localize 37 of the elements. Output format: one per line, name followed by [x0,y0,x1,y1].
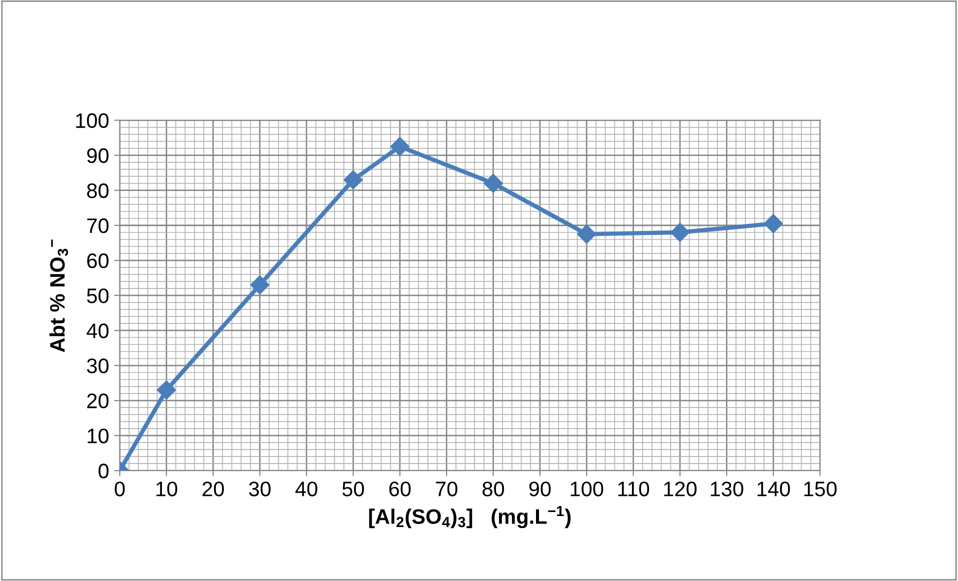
point [250,275,270,294]
y-tick-label: 50 [86,288,109,304]
x-tick-label: 150 [804,482,837,496]
point [156,380,176,400]
x-tick-label: 130 [710,482,744,496]
x-tick-label: 0 [114,482,125,496]
x-tick-label: 110 [618,482,650,496]
y-tick-label: 70 [87,218,109,234]
x-tick-label: 140 [758,482,790,496]
y-tick-label: 40 [86,323,109,338]
y-tick-label: 10 [88,428,109,444]
y-tick-label: 0 [98,464,109,478]
y-tick-label: 100 [76,113,109,128]
x-tick-label: 90 [529,482,551,496]
point [670,222,690,242]
point [344,170,363,190]
x-tick-label: 10 [156,482,178,496]
point [577,224,596,244]
text: [Al$_{2}$(SO$_{4}$)$_{3}$] (mg.L$^{−1}$) [369,506,571,528]
x-tick-label: 50 [342,482,364,496]
x-tick-label: 120 [664,482,697,496]
x-tick-label: 30 [249,482,271,496]
x-tick-label: 60 [389,482,411,496]
y-tick-label: 90 [87,148,109,164]
y-tick-label: 80 [87,183,109,198]
x-tick-label: 80 [482,482,504,496]
y-tick-label: 60 [87,253,109,268]
x-tick-label: 20 [202,482,224,496]
x-tick-label: 40 [295,482,318,496]
y-axis-title: Abt % NO$_{3}$$^{−}$ [49,240,68,352]
y-tick-label: 30 [86,358,109,374]
point [764,214,783,234]
x-tick-label: 70 [436,482,458,496]
point [484,174,503,193]
point [390,137,410,156]
y-tick-label: 20 [87,394,109,408]
x-tick-label: 100 [570,482,604,496]
